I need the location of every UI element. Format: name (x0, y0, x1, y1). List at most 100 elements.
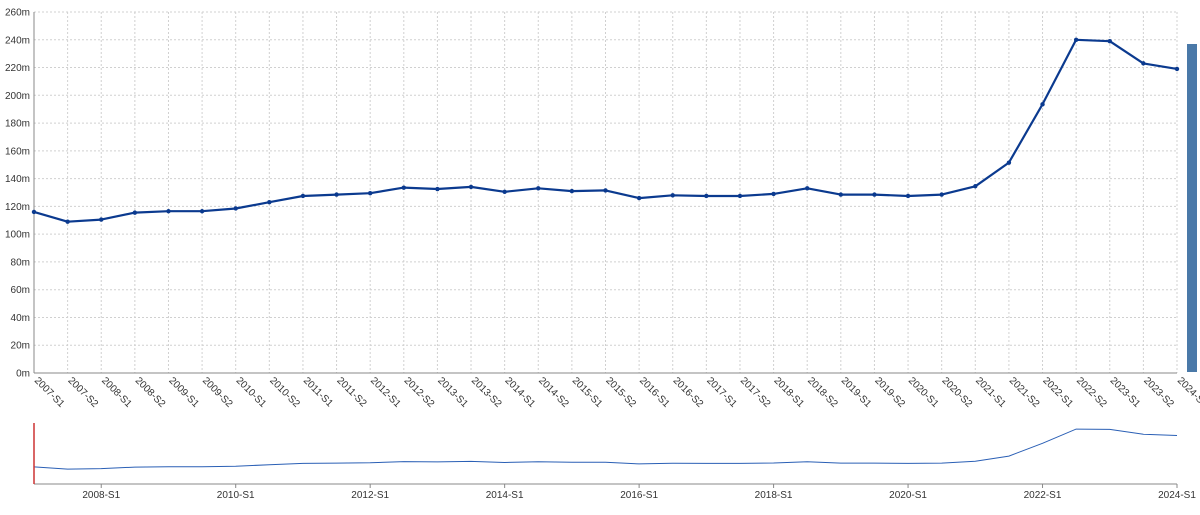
navigator-series-line (33, 428, 1178, 470)
data-point[interactable] (569, 188, 575, 194)
data-point[interactable] (1040, 102, 1045, 107)
scrollbar[interactable] (1187, 44, 1197, 372)
x-tick-label: 2013-S2 (469, 375, 504, 410)
x-tick-label: 2011-S1 (301, 375, 335, 409)
x-tick-label: 2013-S1 (435, 375, 470, 410)
data-point[interactable] (973, 184, 978, 189)
navigator-tick-label: 2024-S1 (1158, 490, 1196, 501)
navigator-tick-label: 2010-S1 (217, 490, 255, 501)
data-point[interactable] (401, 185, 406, 190)
x-tick-label: 2007-S1 (32, 375, 67, 410)
data-point[interactable] (704, 193, 709, 199)
data-point[interactable] (31, 209, 37, 215)
data-point[interactable] (1073, 37, 1079, 42)
data-point[interactable] (872, 192, 877, 197)
navigator-tick-label: 2016-S1 (620, 490, 658, 501)
x-tick-label: 2021-S2 (1007, 375, 1042, 410)
data-point[interactable] (636, 195, 642, 201)
x-tick-label: 2018-S1 (771, 375, 806, 410)
y-tick-label: 220m (5, 63, 30, 74)
y-tick-label: 260m (5, 8, 30, 19)
y-tick-label: 40m (11, 313, 30, 324)
data-point[interactable] (267, 200, 272, 205)
data-point[interactable] (166, 209, 171, 214)
x-tick-label: 2014-S1 (503, 375, 538, 410)
navigator-tick-label: 2008-S1 (82, 490, 120, 501)
series-line (33, 38, 1178, 223)
x-tick-label: 2007-S2 (65, 375, 100, 410)
y-tick-label: 240m (5, 35, 30, 46)
data-point[interactable] (468, 184, 474, 190)
x-tick-label: 2008-S1 (99, 375, 134, 410)
data-point[interactable] (367, 190, 373, 196)
x-tick-label: 2009-S1 (166, 375, 201, 410)
x-tick-label: 2010-S2 (267, 375, 302, 410)
y-tick-label: 80m (11, 257, 30, 268)
x-tick-label: 2022-S2 (1074, 375, 1109, 410)
navigator-tick-label: 2014-S1 (486, 490, 524, 501)
data-point[interactable] (1141, 61, 1146, 66)
x-tick-label: 2012-S2 (402, 375, 437, 410)
navigator-tick-label: 2012-S1 (351, 490, 389, 501)
data-point[interactable] (300, 193, 306, 199)
data-point[interactable] (502, 189, 507, 195)
y-tick-label: 120m (5, 202, 30, 213)
x-tick-label: 2015-S2 (603, 375, 638, 410)
navigator-tick-label: 2022-S1 (1024, 490, 1062, 501)
data-point[interactable] (435, 186, 440, 192)
x-tick-label: 2020-S1 (906, 375, 941, 410)
data-point[interactable] (536, 186, 541, 191)
x-tick-label: 2010-S1 (234, 375, 269, 410)
data-point[interactable] (737, 193, 743, 199)
x-tick-label: 2016-S2 (671, 375, 706, 410)
x-tick-label: 2021-S1 (973, 375, 1008, 410)
data-point[interactable] (334, 192, 339, 197)
data-point[interactable] (670, 193, 675, 198)
y-tick-label: 140m (5, 174, 30, 185)
x-tick-label: 2014-S2 (536, 375, 571, 410)
x-tick-label: 2019-S1 (839, 375, 874, 410)
x-tick-label: 2008-S2 (133, 375, 168, 410)
x-tick-label: 2023-S1 (1108, 375, 1143, 410)
data-point[interactable] (132, 210, 138, 215)
y-tick-label: 20m (11, 341, 30, 352)
navigator[interactable]: 2008-S1 2010-S1 2012-S1 2014-S1 2016-S1 2018-… (33, 423, 1196, 501)
x-tick-label: 2018-S2 (805, 375, 840, 410)
data-point[interactable] (771, 191, 776, 197)
vertical-scrollbar-thumb[interactable] (1187, 44, 1197, 372)
x-tick-label: 2012-S1 (368, 375, 403, 410)
x-axis: 2007-S1 2007-S2 2008-S1 2008-S2 2009-S1 2009-… (32, 372, 1200, 410)
series-layer (31, 37, 1180, 224)
x-tick-label: 2024-S1 (1175, 375, 1200, 410)
data-point[interactable] (233, 206, 238, 211)
y-axis: 0m 20m 40m 60m 80m 100m 120m 140m 160m 180m 200m 22… (5, 8, 35, 380)
y-tick-label: 200m (5, 91, 30, 102)
x-tick-label: 2017-S1 (704, 375, 739, 410)
navigator-tick-label: 2020-S1 (889, 490, 927, 501)
y-tick-label: 0m (16, 369, 30, 380)
y-tick-label: 60m (11, 285, 30, 296)
y-tick-label: 100m (5, 230, 30, 241)
navigator-tick-label: 2018-S1 (755, 490, 793, 501)
data-point[interactable] (1174, 66, 1180, 72)
data-point[interactable] (905, 193, 911, 199)
data-point[interactable] (1107, 38, 1112, 44)
x-tick-label: 2009-S2 (200, 375, 235, 410)
x-tick-label: 2016-S1 (637, 375, 672, 410)
x-tick-label: 2020-S2 (940, 375, 975, 410)
data-point[interactable] (805, 186, 810, 191)
data-point[interactable] (838, 192, 844, 197)
y-tick-label: 180m (5, 119, 30, 130)
x-tick-label: 2017-S2 (738, 375, 773, 410)
x-tick-label: 2023-S2 (1141, 375, 1176, 410)
x-tick-label: 2019-S2 (872, 375, 907, 410)
data-point[interactable] (603, 188, 608, 193)
y-tick-label: 160m (5, 146, 30, 157)
data-point[interactable] (1006, 160, 1012, 165)
x-tick-label: 2015-S1 (570, 375, 605, 410)
data-point[interactable] (65, 219, 70, 224)
data-point[interactable] (99, 217, 104, 222)
data-point[interactable] (939, 192, 944, 197)
data-point[interactable] (199, 209, 205, 214)
